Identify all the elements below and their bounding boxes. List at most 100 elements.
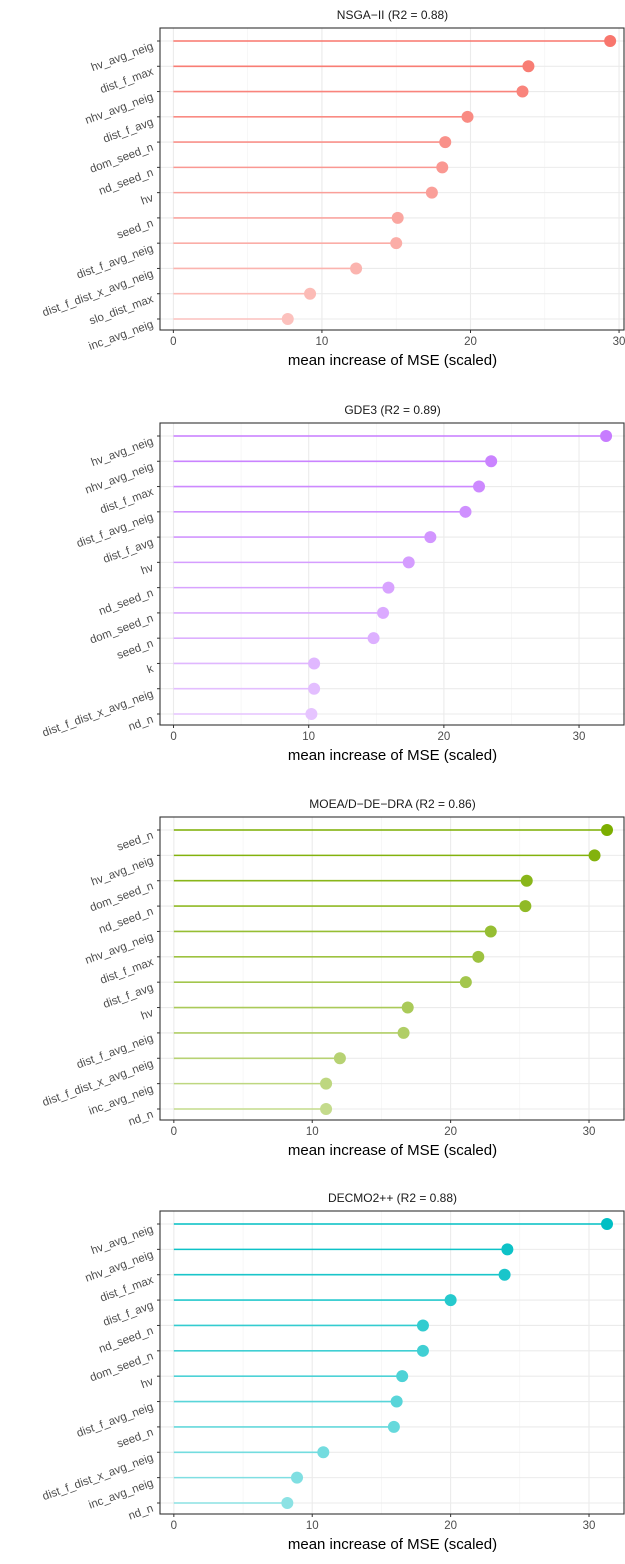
x-tick-label: 20	[444, 1520, 457, 1532]
lollipop-point	[473, 480, 486, 493]
x-tick-label: 0	[170, 731, 176, 743]
lollipop-point	[519, 900, 532, 913]
lollipop-point	[308, 682, 321, 695]
lollipop-point	[601, 824, 614, 836]
panel-border	[159, 27, 625, 331]
x-tick-label: 30	[583, 1520, 596, 1532]
x-axis-label: mean increase of MSE (scaled)	[288, 1142, 497, 1159]
lollipop-point	[601, 1218, 614, 1230]
lollipop-point	[396, 1370, 409, 1383]
y-tick-label: dist_f_max	[99, 1274, 156, 1304]
x-axis-label: mean increase of MSE (scaled)	[288, 352, 497, 369]
lollipop-point	[350, 262, 363, 275]
lollipop-point	[390, 237, 403, 250]
y-tick-label: nd_n	[127, 714, 155, 734]
panel-4: DECMO2++ (R2 = 0.88)hv_avg_neignhv_avg_n…	[41, 1191, 625, 1553]
x-tick-label: 20	[437, 731, 450, 743]
panel-1: NSGA−II (R2 = 0.88)hv_avg_neigdist_f_max…	[41, 8, 625, 369]
lollipop-point	[333, 1052, 346, 1065]
lollipop-point	[382, 581, 395, 594]
lollipop-point	[425, 186, 438, 199]
y-tick-label: dist_f_avg	[102, 982, 155, 1011]
panel-border	[159, 422, 625, 726]
x-tick-label: 20	[464, 336, 477, 348]
lollipop-point	[387, 1420, 400, 1433]
lollipop-point	[604, 35, 617, 47]
lollipop-point	[320, 1077, 333, 1090]
lollipop-point	[291, 1471, 304, 1484]
lollipop-point	[416, 1344, 429, 1357]
lollipop-point	[439, 136, 452, 149]
lollipop-point	[416, 1319, 429, 1332]
x-tick-label: 10	[302, 731, 315, 743]
lollipop-point	[304, 287, 317, 300]
x-tick-label: 20	[444, 1126, 457, 1138]
y-tick-label: hv	[139, 1376, 155, 1392]
lollipop-point	[520, 874, 533, 887]
lollipop-point	[461, 110, 474, 123]
y-tick-label: k	[146, 663, 156, 676]
lollipop-point	[472, 950, 485, 963]
x-tick-label: 30	[613, 336, 625, 348]
y-tick-label: dist_f_avg	[102, 537, 155, 566]
panel-border	[159, 816, 625, 1121]
panel-border	[159, 1210, 625, 1515]
x-tick-label: 10	[306, 1520, 319, 1532]
lollipop-point	[436, 161, 449, 174]
y-tick-label: hv	[139, 192, 155, 208]
lollipop-point	[308, 657, 321, 670]
x-tick-label: 0	[170, 336, 176, 348]
y-tick-label: seed_n	[115, 830, 155, 854]
x-axis-label: mean increase of MSE (scaled)	[288, 1536, 497, 1553]
y-tick-label: seed_n	[115, 217, 155, 241]
lollipop-point	[485, 455, 498, 468]
lollipop-point	[320, 1103, 333, 1115]
lollipop-point	[402, 556, 415, 569]
y-tick-label: hv	[139, 562, 155, 578]
lollipop-point	[459, 976, 472, 989]
x-tick-label: 30	[583, 1126, 596, 1138]
y-tick-label: seed_n	[115, 1426, 155, 1450]
x-tick-label: 0	[171, 1126, 177, 1138]
lollipop-point	[397, 1026, 410, 1039]
panel-title: NSGA−II (R2 = 0.88)	[337, 8, 448, 22]
y-tick-label: dist_f_avg	[102, 116, 155, 145]
y-tick-label: seed_n	[115, 638, 155, 662]
lollipop-point	[424, 531, 437, 544]
x-tick-label: 30	[573, 731, 586, 743]
x-axis-label: mean increase of MSE (scaled)	[288, 747, 497, 764]
y-tick-label: dist_f_avg	[102, 1300, 155, 1329]
y-tick-label: nd_n	[127, 1503, 155, 1523]
panel-title: DECMO2++ (R2 = 0.88)	[328, 1191, 457, 1205]
lollipop-point	[390, 1395, 403, 1408]
lollipop-point	[391, 211, 404, 224]
lollipop-point	[444, 1294, 457, 1307]
lollipop-point	[377, 606, 390, 619]
lollipop-point	[588, 849, 601, 862]
lollipop-point	[516, 85, 529, 98]
lollipop-point	[305, 708, 318, 720]
lollipop-point	[522, 60, 535, 73]
lollipop-point	[600, 430, 613, 442]
x-tick-label: 10	[306, 1126, 319, 1138]
y-tick-label: dist_f_dist_x_avg_neig	[41, 688, 155, 739]
lollipop-point	[401, 1001, 414, 1014]
x-tick-label: 10	[316, 336, 329, 348]
lollipop-point	[281, 1497, 294, 1509]
lollipop-point	[498, 1268, 511, 1281]
lollipop-point	[281, 313, 294, 325]
panel-2: GDE3 (R2 = 0.89)hv_avg_neignhv_avg_neigd…	[41, 403, 625, 764]
panel-title: GDE3 (R2 = 0.89)	[344, 403, 440, 417]
panel-3: MOEA/D−DE−DRA (R2 = 0.86)seed_nhv_avg_ne…	[41, 797, 625, 1159]
lollipop-point	[501, 1243, 514, 1256]
lollipop-point	[484, 925, 497, 938]
y-tick-label: hv	[139, 1007, 155, 1023]
lollipop-point	[317, 1446, 330, 1459]
lollipop-point	[367, 632, 380, 645]
y-tick-label: nd_n	[127, 1109, 155, 1129]
y-tick-label: dist_f_max	[99, 956, 156, 986]
x-tick-label: 0	[171, 1520, 177, 1532]
panel-title: MOEA/D−DE−DRA (R2 = 0.86)	[309, 797, 475, 811]
